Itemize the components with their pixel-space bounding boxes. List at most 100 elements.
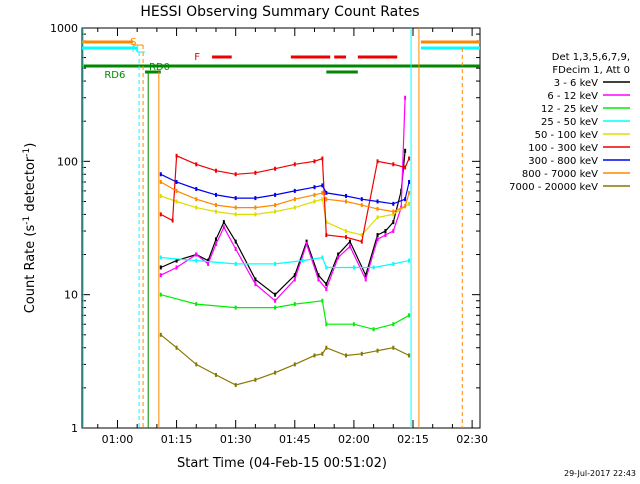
series-1 [159,95,407,303]
x-tick-label: 02:15 [397,433,429,446]
legend-label: 300 - 800 keV [528,156,598,167]
data-point [321,197,324,202]
data-point [408,353,411,358]
data-point [234,196,237,201]
data-point [254,277,257,282]
data-point [222,225,225,230]
data-point [360,239,363,244]
data-point [408,190,411,195]
data-point [175,179,178,184]
data-point [293,302,296,307]
x-axis-ticks: 01:00 01:15 01:30 01:45 02:00 02:15 02:30 [97,28,488,446]
data-point [376,237,379,242]
data-point [376,348,379,353]
data-point [325,322,328,327]
data-point [195,302,198,307]
x-axis-label: Start Time (04-Feb-15 00:51:02) [177,456,387,471]
data-point [325,265,328,270]
series-7 [159,179,411,214]
data-point [293,162,296,167]
flag-label: RD0 [149,62,170,73]
data-point [325,190,328,195]
data-point [313,353,316,358]
data-point [234,261,237,266]
data-point [274,192,277,197]
data-point [372,327,375,332]
data-point [274,298,277,303]
y-tick-label: 1000 [50,22,78,35]
y-axis-ticks: 1 10 100 1000 [50,22,480,435]
data-point [234,383,237,388]
data-point [321,190,324,195]
x-tick-label: 01:15 [161,433,193,446]
data-point [254,170,257,175]
legend-header: Det 1,3,5,6,7,9, [552,52,630,63]
data-point [408,201,411,206]
data-point [317,277,320,282]
footer-date: 29-Jul-2017 22:43 [564,469,636,478]
data-point [214,203,217,208]
data-point [293,197,296,202]
data-point [404,95,407,100]
data-point [408,179,411,184]
data-point [159,179,162,184]
x-tick-label: 02:30 [456,433,488,446]
data-point [293,277,296,282]
data-point [313,159,316,164]
data-point [254,212,257,217]
data-point [234,205,237,210]
data-point [171,218,174,223]
data-point [159,212,162,217]
y-axis-label: Count Rate (s-1 detector-1) [22,143,38,314]
data-point [325,345,328,350]
data-point [360,233,363,238]
data-point [195,162,198,167]
data-point [214,241,217,246]
flag-label: N [132,44,139,55]
data-point [360,351,363,356]
data-point [293,188,296,193]
data-point [305,239,308,244]
data-point [313,185,316,190]
data-point [175,258,178,263]
data-point [214,168,217,173]
data-point [293,273,296,278]
data-point [317,273,320,278]
data-point [392,345,395,350]
data-point [392,201,395,206]
data-point [234,305,237,310]
y-tick-label: 1 [71,422,78,435]
data-point [325,282,328,287]
legend-label: 12 - 25 keV [541,104,598,115]
data-point [301,258,304,263]
series-3 [159,255,411,270]
data-point [321,351,324,356]
data-point [404,165,407,170]
data-point [392,261,395,266]
data-point [384,229,387,234]
data-point [325,233,328,238]
series-2 [159,292,411,332]
data-point [408,156,411,161]
data-point [384,233,387,238]
legend-label: 6 - 12 keV [547,91,598,102]
series-line [160,154,410,243]
legend-header: FDecim 1, Att 0 [552,65,630,76]
data-point [159,193,162,198]
data-point [376,215,379,220]
data-point [321,156,324,161]
data-point [345,235,348,240]
data-point [348,239,351,244]
data-point [321,255,324,260]
data-point [404,197,407,202]
chart-title: HESSI Observing Summary Count Rates [140,4,419,20]
legend-label: 25 - 50 keV [541,117,598,128]
data-point [376,233,379,238]
data-point [274,261,277,266]
data-point [376,159,379,164]
series-5 [159,153,411,244]
data-point [159,292,162,297]
series-line [160,150,406,296]
data-point [408,313,411,318]
